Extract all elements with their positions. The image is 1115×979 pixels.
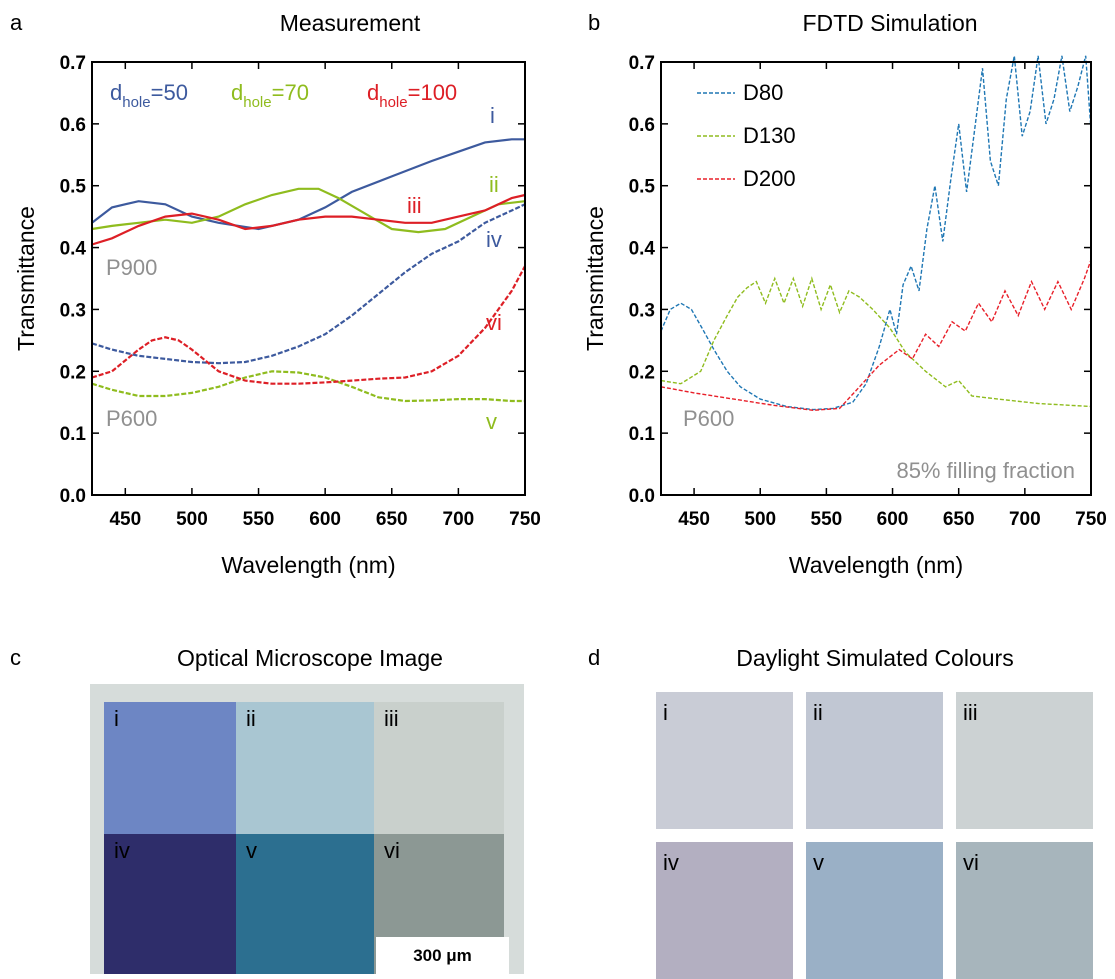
series-line-D200 xyxy=(660,259,1092,412)
chart-fdtd-simulation: 450 500 550 600 650 700 750 0.0 0.1 0.2 0.3 0.4 0.5 0… xyxy=(582,53,1107,578)
swatch-label: ii xyxy=(813,700,823,725)
series-line-D130 xyxy=(660,276,1092,408)
series-line-iii xyxy=(91,193,526,246)
y-tick-label: 0.2 xyxy=(629,362,655,383)
panel-b-letter: b xyxy=(588,10,601,35)
swatch-label: i xyxy=(663,700,668,725)
series-label-iii: iii xyxy=(407,193,422,218)
x-tick-label: 500 xyxy=(744,509,776,530)
swatch-label: vi xyxy=(963,850,979,875)
y-axis-label: Transmittance xyxy=(13,206,39,351)
panel-c-letter: c xyxy=(10,645,21,670)
x-tick-label: 750 xyxy=(1075,509,1107,530)
scale-bar: 300 μm xyxy=(376,937,509,974)
series-line-v xyxy=(91,370,525,403)
x-axis-label: Wavelength (nm) xyxy=(221,552,395,578)
y-tick-label: 0.7 xyxy=(60,53,86,74)
microscope-region-iv: iv xyxy=(104,834,236,974)
series-line-D80 xyxy=(660,55,1092,411)
colour-swatch-vi: vi xyxy=(956,842,1093,979)
y-tick-label: 0.6 xyxy=(629,115,655,136)
series-label-ii: ii xyxy=(489,172,499,197)
series-line-ii xyxy=(91,187,526,234)
x-tick-label: 500 xyxy=(176,509,208,530)
microscope-image: i ii iii iv v vi 300 μm xyxy=(90,684,524,974)
x-tick-label: 550 xyxy=(811,509,843,530)
x-tick-label: 600 xyxy=(309,509,341,530)
swatch-label: iii xyxy=(963,700,978,725)
region-label: ii xyxy=(246,706,256,731)
panel-c-title: Optical Microscope Image xyxy=(177,645,443,671)
microscope-region-iii: iii xyxy=(374,702,504,834)
y-tick-label: 0.3 xyxy=(629,300,655,321)
series-label-vi: vi xyxy=(486,310,502,335)
y-tick-label: 0.0 xyxy=(629,486,655,507)
region-label: vi xyxy=(384,838,400,863)
y-tick-label: 0.5 xyxy=(60,177,87,198)
plot-frame xyxy=(660,61,1092,496)
series-line-vi xyxy=(91,265,526,385)
x-tick-label: 600 xyxy=(877,509,909,530)
y-axis-label: Transmittance xyxy=(582,206,608,351)
legend-entry: dhole=100 xyxy=(367,80,457,111)
charts-svg: 450 500 550 600 650 700 750 0.0 0.1 0.2 0.3 0.4 0.5 0… xyxy=(13,53,1107,578)
annotation-p600: P600 xyxy=(106,406,157,431)
region-label: iv xyxy=(114,838,130,863)
colour-swatch-ii: ii xyxy=(806,692,943,829)
y-tick-label: 0.7 xyxy=(629,53,655,74)
colour-swatch-v: v xyxy=(806,842,943,979)
x-tick-label: 700 xyxy=(1009,509,1041,530)
legend-entry: dhole=50 xyxy=(110,80,188,111)
microscope-region-i: i xyxy=(104,702,236,834)
microscope-region-ii: ii xyxy=(236,702,374,834)
y-tick-label: 0.1 xyxy=(629,424,656,445)
y-tick-label: 0.5 xyxy=(629,177,656,198)
annotation-p900: P900 xyxy=(106,255,157,280)
y-tick-label: 0.3 xyxy=(60,300,86,321)
y-tick-label: 0.4 xyxy=(60,239,87,260)
colour-swatch-iv: iv xyxy=(656,842,793,979)
series-line-i xyxy=(91,138,525,231)
panel-d-letter: d xyxy=(588,645,601,670)
x-tick-label: 700 xyxy=(443,509,475,530)
y-tick-label: 0.1 xyxy=(60,424,87,445)
panel-b-title: FDTD Simulation xyxy=(802,10,978,36)
swatch-label: iv xyxy=(663,850,679,875)
legend-label: D130 xyxy=(743,123,796,148)
y-tick-label: 0.0 xyxy=(60,486,86,507)
chart-measurement: 450 500 550 600 650 700 750 0.0 0.1 0.2 0.3 0.4 0.5 0… xyxy=(13,53,541,578)
panel-d-title: Daylight Simulated Colours xyxy=(736,645,1014,671)
region-label: i xyxy=(114,706,119,731)
y-tick-label: 0.2 xyxy=(60,362,86,383)
x-tick-label: 650 xyxy=(943,509,975,530)
panel-a-letter: a xyxy=(10,10,23,35)
region-label: iii xyxy=(384,706,399,731)
x-tick-label: 650 xyxy=(376,509,408,530)
x-axis-label: Wavelength (nm) xyxy=(789,552,963,578)
legend-entry: dhole=70 xyxy=(231,80,309,111)
panel-a-title: Measurement xyxy=(279,10,421,36)
x-tick-label: 550 xyxy=(243,509,275,530)
legend-label: D80 xyxy=(743,80,783,105)
x-tick-label: 450 xyxy=(678,509,710,530)
series-label-i: i xyxy=(490,103,495,128)
microscope-region-v: v xyxy=(236,834,374,974)
x-tick-label: 750 xyxy=(509,509,541,530)
x-tick-label: 450 xyxy=(109,509,141,530)
swatch-label: v xyxy=(813,850,824,875)
y-tick-label: 0.6 xyxy=(60,115,86,136)
series-label-v: v xyxy=(486,409,497,434)
colour-swatch-iii: iii xyxy=(956,692,1093,829)
y-tick-label: 0.4 xyxy=(629,239,656,260)
annotation-p600: P600 xyxy=(683,406,734,431)
region-label: v xyxy=(246,838,257,863)
legend-label: D200 xyxy=(743,166,796,191)
colour-swatch-i: i xyxy=(656,692,793,829)
series-label-iv: iv xyxy=(486,227,502,252)
series-line-iv xyxy=(91,203,526,365)
plot-frame xyxy=(91,61,526,496)
annotation-filling-fraction: 85% filling fraction xyxy=(896,458,1075,483)
